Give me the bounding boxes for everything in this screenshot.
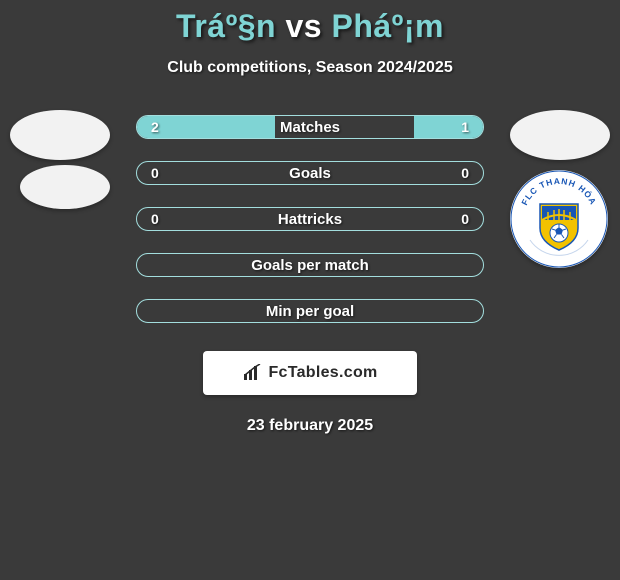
stat-left-value: 0 — [151, 165, 159, 181]
subtitle: Club competitions, Season 2024/2025 — [0, 59, 620, 77]
stat-label: Goals per match — [251, 257, 369, 274]
stat-row: Min per goal — [136, 299, 484, 323]
player2-club-badge: FLC THANH HÓA — [510, 170, 610, 270]
player1-avatar-bottom — [20, 165, 120, 265]
stat-fill-right — [414, 116, 483, 138]
stat-label: Min per goal — [266, 303, 354, 320]
vs-separator: vs — [285, 8, 322, 44]
stat-label: Goals — [289, 165, 331, 182]
watermark: FcTables.com — [203, 351, 417, 395]
avatar-placeholder-icon — [20, 165, 110, 209]
stat-row: 0 Hattricks 0 — [136, 207, 484, 231]
stat-label: Hattricks — [278, 211, 342, 228]
stat-row: 2 Matches 1 — [136, 115, 484, 139]
stat-label: Matches — [280, 119, 340, 136]
stat-right-value: 1 — [461, 119, 469, 135]
avatar-placeholder-icon — [510, 110, 610, 160]
date: 23 february 2025 — [0, 417, 620, 435]
stat-right-value: 0 — [461, 165, 469, 181]
page-title: Tráº§n vs Pháº¡m — [0, 8, 620, 45]
watermark-text: FcTables.com — [268, 364, 377, 382]
club-badge-icon: FLC THANH HÓA — [510, 170, 608, 268]
player1-name: Tráº§n — [176, 8, 276, 44]
stat-right-value: 0 — [461, 211, 469, 227]
player2-name: Pháº¡m — [331, 8, 443, 44]
stat-left-value: 0 — [151, 211, 159, 227]
stat-row: 0 Goals 0 — [136, 161, 484, 185]
stat-left-value: 2 — [151, 119, 159, 135]
avatar-placeholder-icon — [10, 110, 110, 160]
stat-row: Goals per match — [136, 253, 484, 277]
bar-chart-icon — [242, 364, 264, 382]
